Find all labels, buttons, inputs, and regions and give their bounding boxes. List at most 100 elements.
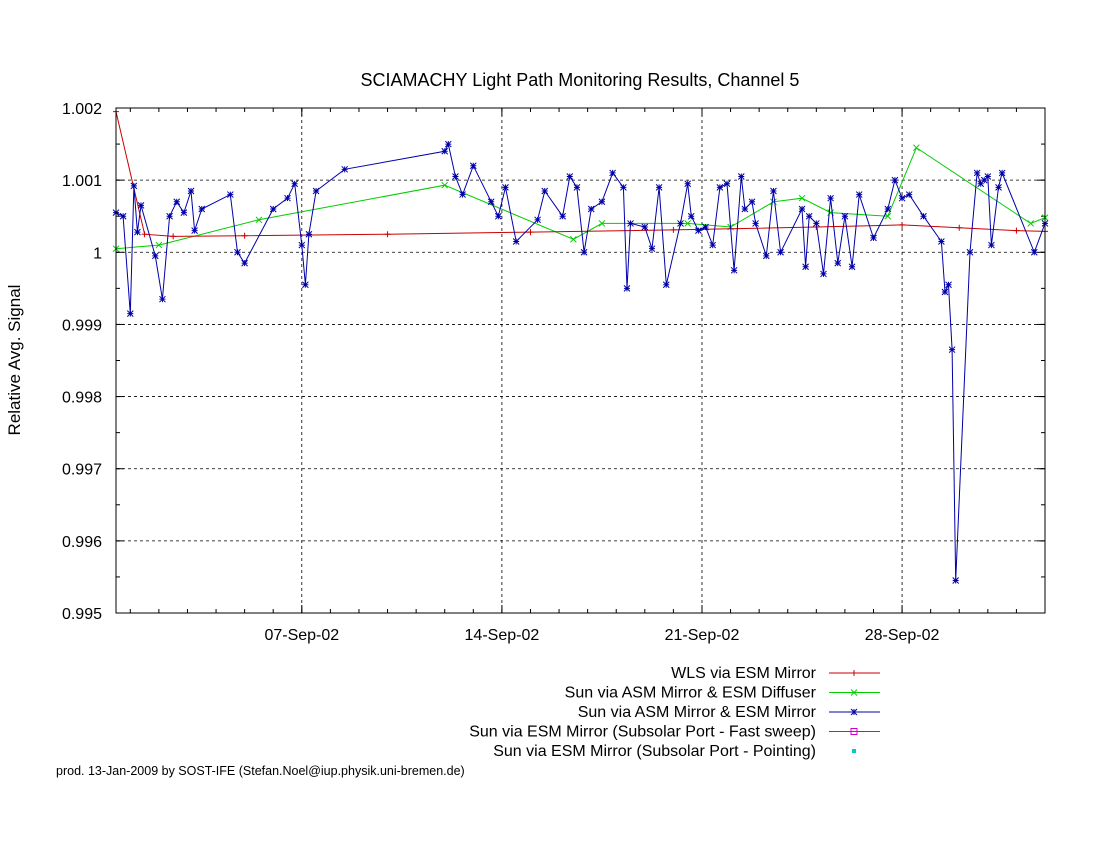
data-point bbox=[226, 191, 234, 198]
data-point bbox=[198, 205, 206, 213]
x-tick-label: 21-Sep-02 bbox=[665, 627, 740, 644]
data-point bbox=[709, 241, 717, 249]
data-point bbox=[812, 220, 820, 227]
data-point bbox=[980, 176, 988, 184]
legend-label: WLS via ESM Mirror bbox=[671, 665, 817, 682]
y-tick-label: 0.996 bbox=[62, 534, 102, 551]
production-credit: prod. 13-Jan-2009 by SOST-IFE (Stefan.No… bbox=[56, 764, 465, 778]
data-point bbox=[587, 205, 595, 213]
data-point bbox=[502, 184, 509, 191]
data-point bbox=[191, 227, 198, 234]
data-point bbox=[609, 169, 617, 177]
data-point bbox=[566, 173, 574, 180]
data-point bbox=[798, 194, 806, 202]
legend-label: Sun via ASM Mirror & ESM Mirror bbox=[578, 704, 817, 721]
data-point bbox=[452, 173, 459, 180]
legend: WLS via ESM Mirror Sun via ASM Mirror & E… bbox=[469, 665, 880, 760]
data-point bbox=[730, 266, 738, 274]
data-point bbox=[134, 228, 141, 236]
legend-label: Sun via ESM Mirror (Subsolar Port - Fast… bbox=[469, 724, 816, 741]
data-point bbox=[1030, 248, 1038, 256]
data-point bbox=[995, 184, 1002, 191]
data-point bbox=[988, 241, 995, 249]
y-tick-label: 1.001 bbox=[62, 173, 102, 190]
series-layer bbox=[112, 108, 1049, 584]
y-tick-label: 1 bbox=[93, 245, 102, 262]
data-point bbox=[234, 248, 241, 256]
data-point bbox=[255, 216, 263, 224]
data-point bbox=[641, 223, 649, 231]
data-point bbox=[770, 187, 777, 195]
data-point bbox=[841, 212, 849, 220]
data-point bbox=[284, 194, 291, 202]
data-point bbox=[898, 194, 906, 202]
data-point bbox=[170, 233, 177, 240]
data-point bbox=[952, 577, 960, 584]
data-point bbox=[559, 212, 566, 220]
data-point bbox=[777, 248, 784, 256]
data-point bbox=[850, 708, 858, 716]
axes: 0.995 0.996 0.997 0.998 0.999 1 1.001 1.002 07-S… bbox=[62, 101, 1046, 644]
data-point bbox=[723, 180, 731, 188]
data-point bbox=[855, 191, 863, 198]
legend-label: Sun via ESM Mirror (Subsolar Port - Poin… bbox=[493, 743, 816, 760]
data-point bbox=[305, 230, 313, 238]
data-point bbox=[891, 176, 899, 184]
data-point bbox=[534, 216, 541, 224]
data-point bbox=[137, 202, 145, 209]
data-point bbox=[512, 238, 520, 245]
data-point bbox=[598, 198, 606, 206]
data-point bbox=[956, 224, 963, 231]
series-line bbox=[115, 111, 1046, 237]
y-tick-label: 0.995 bbox=[62, 606, 102, 623]
series-line bbox=[115, 142, 1046, 581]
x-tick-label: 07-Sep-02 bbox=[264, 627, 339, 644]
data-point bbox=[850, 728, 858, 735]
data-point bbox=[487, 198, 495, 206]
data-point bbox=[598, 220, 606, 227]
data-point bbox=[748, 198, 756, 206]
y-tick-label: 1.002 bbox=[62, 101, 102, 118]
data-point bbox=[805, 212, 813, 220]
data-point bbox=[684, 180, 692, 188]
data-point bbox=[899, 221, 906, 228]
data-point bbox=[870, 234, 877, 242]
data-point bbox=[802, 263, 809, 271]
series-3 bbox=[112, 140, 1049, 584]
series-1 bbox=[113, 108, 1048, 240]
series-line bbox=[115, 146, 1046, 250]
data-point bbox=[648, 245, 656, 253]
data-point bbox=[570, 235, 577, 243]
data-point bbox=[998, 169, 1006, 177]
data-point bbox=[716, 184, 724, 191]
data-point bbox=[737, 173, 745, 180]
data-point bbox=[655, 184, 663, 191]
data-point bbox=[269, 205, 277, 213]
data-point bbox=[627, 220, 634, 227]
data-point bbox=[291, 180, 299, 188]
data-point bbox=[941, 288, 949, 296]
data-point bbox=[441, 147, 449, 155]
data-point bbox=[687, 212, 695, 220]
data-point bbox=[580, 248, 588, 256]
data-point bbox=[298, 241, 306, 249]
data-point bbox=[850, 689, 858, 696]
plot-frame bbox=[115, 107, 1046, 614]
data-point bbox=[384, 231, 391, 238]
data-point bbox=[852, 749, 856, 753]
data-point bbox=[573, 184, 581, 191]
data-point bbox=[834, 259, 842, 267]
data-point bbox=[494, 212, 502, 220]
data-point bbox=[977, 180, 985, 188]
data-point bbox=[827, 194, 834, 202]
grid-lines bbox=[116, 108, 1045, 613]
data-point bbox=[905, 191, 913, 198]
data-point bbox=[973, 169, 981, 177]
data-point bbox=[945, 281, 952, 289]
data-point bbox=[752, 220, 759, 227]
x-tick-label: 28-Sep-02 bbox=[865, 627, 940, 644]
data-point bbox=[166, 212, 173, 220]
data-point bbox=[966, 248, 974, 256]
data-point bbox=[444, 140, 452, 148]
